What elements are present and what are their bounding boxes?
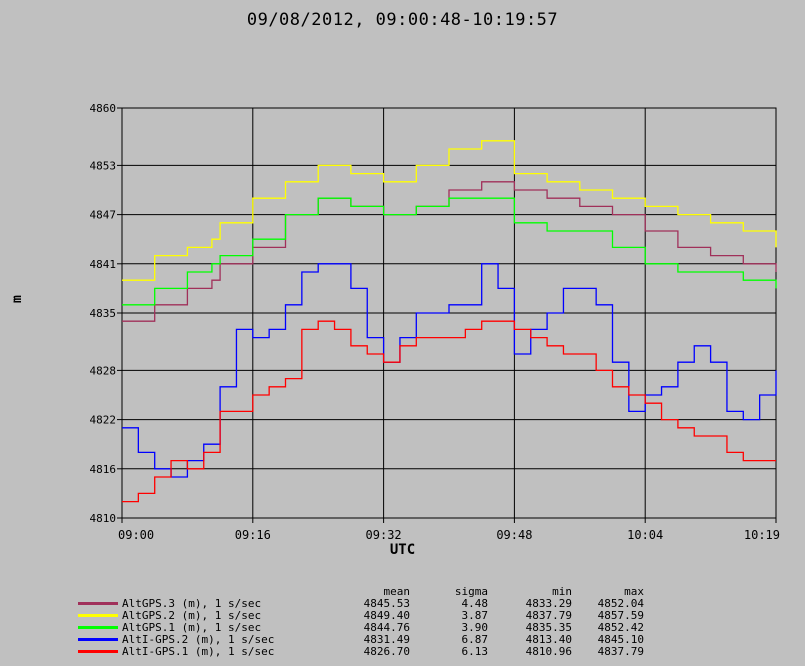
legend-label: AltI-GPS.2 (m), 1 s/sec [122, 633, 275, 646]
header-mean: mean [383, 585, 411, 598]
mean-value: 4845.53 [363, 597, 410, 610]
series-lines [122, 140, 777, 503]
y-tick-label: 4810 [90, 512, 117, 525]
sigma-value: 6.13 [461, 645, 489, 658]
legend-label: AltGPS.3 (m), 1 s/sec [122, 597, 262, 610]
chart-area: 4810 4816 4822 4828 4835 4841 4847 4853 4860 09:… [90, 102, 781, 542]
x-tick-labels: 09:00 09:16 09:32 09:48 10:04 10:19 [118, 528, 780, 542]
mean-value: 4831.49 [363, 633, 410, 646]
min-value: 4835.35 [525, 621, 572, 634]
legend-swatch [78, 602, 118, 605]
stats-header: mean sigma min max [78, 585, 678, 598]
x-tick-label: 09:48 [496, 528, 532, 542]
y-tick-labels: 4810 4816 4822 4828 4835 4841 4847 4853 4860 [90, 102, 117, 525]
legend-swatch [78, 638, 118, 641]
max-value: 4852.42 [597, 621, 644, 634]
min-value: 4837.79 [525, 609, 572, 622]
y-tick-label: 4860 [90, 102, 117, 115]
max-value: 4852.04 [597, 597, 644, 610]
sigma-value: 3.87 [461, 609, 489, 622]
y-tick-label: 4841 [90, 258, 117, 271]
grid-lines [117, 107, 777, 523]
legend-row-altigps2: AltI-GPS.2 (m), 1 s/sec 4831.49 6.87 481… [78, 633, 678, 646]
legend-label: AltI-GPS.1 (m), 1 s/sec [122, 645, 275, 658]
series-line-3 [122, 263, 777, 478]
y-tick-label: 4853 [90, 159, 117, 172]
y-tick-label: 4822 [90, 414, 117, 427]
y-tick-label: 4835 [90, 307, 117, 320]
header-min: min [552, 585, 572, 598]
x-axis-title: UTC [389, 542, 416, 558]
chart-title: 09/08/2012, 09:00:48-10:19:57 [246, 10, 559, 30]
legend-swatch [78, 650, 118, 653]
legend-swatch [78, 626, 118, 629]
mean-value: 4826.70 [363, 645, 410, 658]
y-tick-label: 4847 [90, 209, 117, 222]
x-tick-label: 10:04 [627, 528, 663, 542]
min-value: 4833.29 [525, 597, 572, 610]
legend-label: AltGPS.2 (m), 1 s/sec [122, 609, 262, 622]
y-tick-label: 4816 [90, 463, 117, 476]
x-tick-label: 09:32 [366, 528, 402, 542]
series-line-4 [122, 320, 776, 503]
x-tick-label: 09:16 [235, 528, 271, 542]
header-max: max [624, 585, 644, 598]
stats-table: mean sigma min max AltGPS.3 (m), 1 s/sec… [78, 585, 678, 658]
min-value: 4813.40 [525, 633, 572, 646]
max-value: 4857.59 [597, 609, 644, 622]
max-value: 4845.10 [597, 633, 644, 646]
sigma-value: 6.87 [461, 633, 489, 646]
legend-swatch [78, 614, 118, 617]
y-tick-label: 4828 [90, 364, 117, 377]
series-line-1 [122, 140, 777, 281]
series-line-2 [122, 197, 777, 306]
max-value: 4837.79 [597, 645, 644, 658]
sigma-value: 3.90 [461, 621, 489, 634]
sigma-value: 4.48 [461, 597, 489, 610]
legend-row-altgps3: AltGPS.3 (m), 1 s/sec 4845.53 4.48 4833.… [78, 597, 678, 610]
legend-row-altgps2: AltGPS.2 (m), 1 s/sec 4849.40 3.87 4837.… [78, 609, 678, 622]
mean-value: 4844.76 [363, 621, 410, 634]
x-tick-label: 09:00 [118, 528, 154, 542]
legend-row-altigps1: AltI-GPS.1 (m), 1 s/sec 4826.70 6.13 481… [78, 645, 678, 658]
legend-label: AltGPS.1 (m), 1 s/sec [122, 621, 262, 634]
header-sigma: sigma [454, 585, 488, 598]
x-tick-label: 10:19 [744, 528, 780, 542]
legend-row-altgps1: AltGPS.1 (m), 1 s/sec 4844.76 3.90 4835.… [78, 621, 678, 634]
mean-value: 4849.40 [363, 609, 410, 622]
min-value: 4810.96 [525, 645, 572, 658]
